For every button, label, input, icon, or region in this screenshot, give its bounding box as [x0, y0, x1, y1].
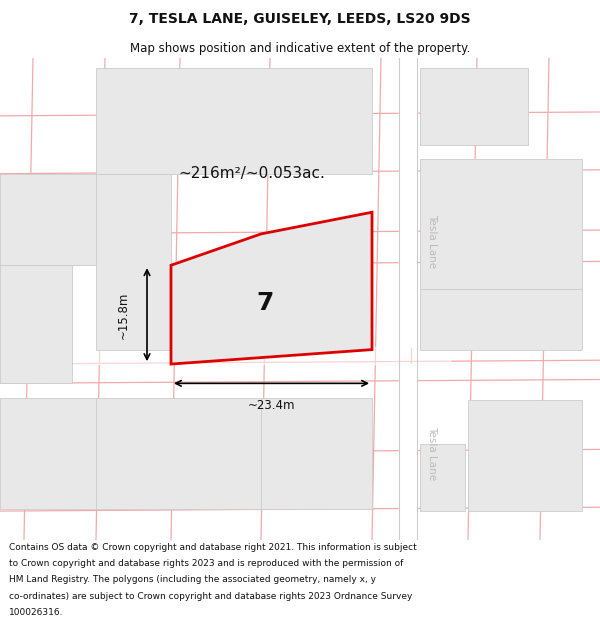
Polygon shape	[171, 213, 372, 364]
Text: co-ordinates) are subject to Crown copyright and database rights 2023 Ordnance S: co-ordinates) are subject to Crown copyr…	[9, 591, 412, 601]
Text: ~216m²/~0.053ac.: ~216m²/~0.053ac.	[179, 166, 325, 181]
FancyBboxPatch shape	[0, 265, 72, 383]
Text: to Crown copyright and database rights 2023 and is reproduced with the permissio: to Crown copyright and database rights 2…	[9, 559, 403, 568]
FancyBboxPatch shape	[96, 398, 261, 509]
Text: 7, TESLA LANE, GUISELEY, LEEDS, LS20 9DS: 7, TESLA LANE, GUISELEY, LEEDS, LS20 9DS	[129, 12, 471, 26]
FancyBboxPatch shape	[420, 444, 465, 511]
FancyBboxPatch shape	[96, 174, 171, 349]
FancyBboxPatch shape	[420, 289, 582, 349]
Text: ~15.8m: ~15.8m	[116, 291, 130, 339]
Text: Tesla Lane: Tesla Lane	[427, 426, 437, 480]
FancyBboxPatch shape	[468, 400, 582, 511]
Text: ~23.4m: ~23.4m	[247, 399, 295, 411]
Text: Contains OS data © Crown copyright and database right 2021. This information is : Contains OS data © Crown copyright and d…	[9, 542, 417, 551]
Text: Map shows position and indicative extent of the property.: Map shows position and indicative extent…	[130, 42, 470, 55]
FancyBboxPatch shape	[261, 398, 372, 509]
FancyBboxPatch shape	[420, 159, 582, 289]
Text: Tesla Lane: Tesla Lane	[427, 214, 437, 268]
Text: HM Land Registry. The polygons (including the associated geometry, namely x, y: HM Land Registry. The polygons (includin…	[9, 575, 376, 584]
FancyBboxPatch shape	[96, 68, 372, 174]
FancyBboxPatch shape	[0, 174, 96, 265]
Text: 100026316.: 100026316.	[9, 608, 64, 617]
FancyBboxPatch shape	[0, 398, 96, 509]
FancyBboxPatch shape	[420, 68, 528, 145]
Text: 7: 7	[256, 291, 274, 315]
